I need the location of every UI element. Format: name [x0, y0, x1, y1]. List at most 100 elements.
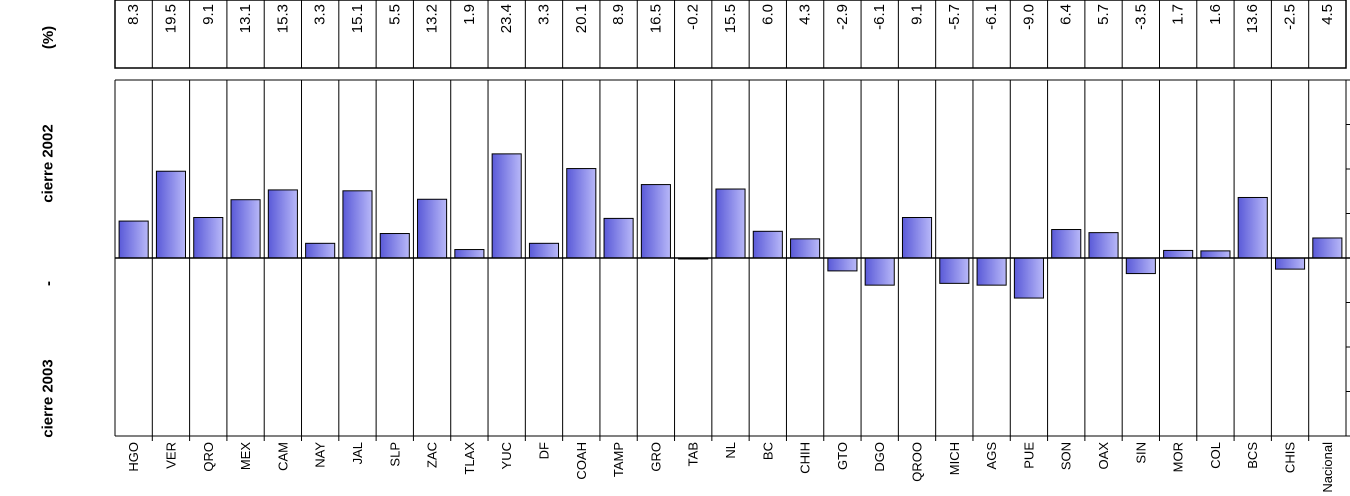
- category-tick-label: YUC: [499, 442, 514, 469]
- value-label: 3.3: [312, 4, 329, 25]
- value-label: 1.6: [1207, 4, 1224, 25]
- value-label: 23.4: [498, 4, 515, 33]
- value-label: -2.9: [834, 4, 851, 30]
- bar: [118, 220, 149, 259]
- bar: [1051, 229, 1082, 259]
- bar: [640, 184, 671, 259]
- category-tick-label: HGO: [126, 442, 141, 472]
- category-tick-label: JAL: [350, 442, 365, 464]
- bar: [417, 198, 448, 259]
- value-label: -9.0: [1020, 4, 1037, 30]
- value-label: -5.7: [946, 4, 963, 30]
- bar: [454, 249, 485, 259]
- category-tick-label: BC: [760, 442, 775, 460]
- category-tick-label: GTO: [835, 442, 850, 470]
- category-tick-label: QRO: [201, 442, 216, 472]
- category-tick-label: QROO: [910, 442, 925, 482]
- bar: [342, 190, 373, 259]
- value-label: 4.5: [1319, 4, 1336, 25]
- bar: [864, 257, 895, 286]
- category-tick-label: SON: [1059, 442, 1074, 470]
- value-label: 6.0: [759, 4, 776, 25]
- category-tick-label: TAMP: [611, 442, 626, 477]
- value-label: 9.1: [200, 4, 217, 25]
- bar: [528, 242, 560, 259]
- category-tick-label: DF: [536, 442, 551, 459]
- value-label: 20.1: [573, 4, 590, 33]
- value-label: 13.1: [237, 4, 254, 33]
- value-label: 1.9: [461, 4, 478, 25]
- category-tick-label: MOR: [1171, 442, 1186, 472]
- category-tick-label: CAM: [275, 442, 290, 471]
- category-tick-label: MICH: [947, 442, 962, 475]
- value-label: -3.5: [1132, 4, 1149, 30]
- bar: [267, 189, 298, 259]
- bar: [1088, 232, 1119, 259]
- bar: [305, 242, 336, 259]
- category-tick-label: COL: [1208, 442, 1223, 469]
- bar: [827, 257, 858, 272]
- bar: [603, 217, 634, 259]
- value-label: 19.5: [162, 4, 179, 33]
- category-tick-label: Nacional: [1320, 442, 1335, 493]
- bar: [1200, 250, 1231, 259]
- category-tick-label: AGS: [984, 442, 999, 470]
- category-tick-label: VER: [163, 442, 178, 469]
- bar: [566, 168, 597, 259]
- value-label: 6.4: [1058, 4, 1075, 25]
- category-tick-label: OAX: [1096, 442, 1111, 470]
- bar: [1125, 257, 1156, 275]
- category-tick-label: DGO: [872, 442, 887, 472]
- bar: [715, 188, 746, 259]
- bar: [939, 257, 970, 284]
- value-label: 4.3: [797, 4, 814, 25]
- bar: [1237, 196, 1268, 259]
- bar: [752, 230, 783, 259]
- category-tick-label: CHIH: [798, 442, 813, 474]
- category-tick-label: MEX: [238, 442, 253, 471]
- bar: [976, 257, 1007, 286]
- value-label: 16.5: [647, 4, 664, 33]
- bar: [155, 170, 187, 259]
- category-tick-label: NL: [723, 442, 738, 459]
- bar: [790, 238, 821, 259]
- bar: [491, 153, 522, 259]
- value-label: 13.2: [424, 4, 441, 33]
- category-tick-label: TLAX: [462, 442, 477, 475]
- bar: [230, 199, 261, 259]
- value-label: 15.3: [274, 4, 291, 33]
- category-tick-label: NAY: [313, 442, 328, 468]
- category-tick-label: GRO: [648, 442, 663, 472]
- value-label: 13.6: [1244, 4, 1261, 33]
- value-label: -0.2: [685, 4, 702, 30]
- value-label: 3.3: [535, 4, 552, 25]
- value-label: 15.1: [349, 4, 366, 33]
- value-label: 15.5: [722, 4, 739, 33]
- category-tick-label: PUE: [1021, 442, 1036, 469]
- category-tick-label: SLP: [387, 442, 402, 467]
- value-label: 1.7: [1170, 4, 1187, 25]
- category-tick-label: COAH: [574, 442, 589, 480]
- bar: [193, 217, 224, 259]
- value-label: 5.7: [1095, 4, 1112, 25]
- value-label: 8.9: [610, 4, 627, 25]
- bar: [1163, 249, 1194, 259]
- category-tick-label: BCS: [1245, 442, 1260, 469]
- value-label: -6.1: [983, 4, 1000, 30]
- category-tick-label: TAB: [686, 442, 701, 466]
- value-label: -2.5: [1282, 4, 1299, 30]
- value-label: 8.3: [125, 4, 142, 25]
- bar: [1312, 237, 1343, 259]
- bar: [901, 217, 933, 259]
- value-table: [114, 0, 1347, 69]
- value-label: 5.5: [386, 4, 403, 25]
- category-tick-label: CHIS: [1283, 442, 1298, 473]
- value-label: -6.1: [871, 4, 888, 30]
- bar: [1274, 257, 1306, 270]
- category-tick-label: ZAC: [425, 442, 440, 468]
- bar: [1013, 257, 1044, 299]
- bar: [379, 233, 410, 259]
- value-label: 9.1: [909, 4, 926, 25]
